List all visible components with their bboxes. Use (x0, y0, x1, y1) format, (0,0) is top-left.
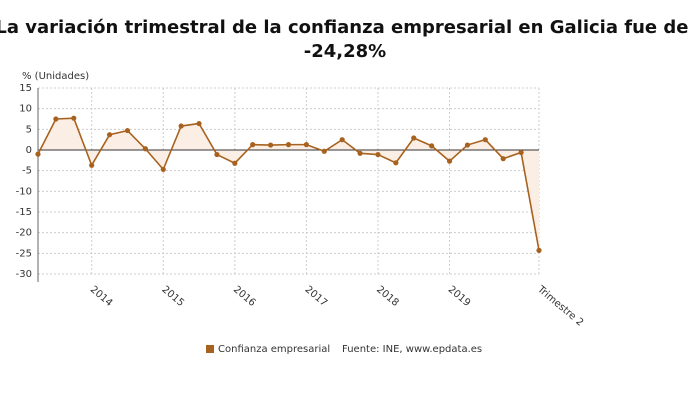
legend-label: Confianza empresarial (218, 344, 330, 355)
point (268, 142, 274, 148)
source: Fuente: INE, www.epdata.es (342, 344, 482, 355)
x-tick-label: 2016 (231, 284, 258, 309)
point (500, 156, 506, 162)
point (35, 151, 41, 157)
y-tick-label: -20 (16, 228, 32, 239)
y-tick-label: -15 (16, 207, 32, 218)
chart-title: La variación trimestral de la confianza … (0, 17, 690, 38)
point (393, 160, 399, 166)
point (178, 123, 184, 129)
point (375, 151, 381, 158)
point (214, 151, 220, 158)
point (196, 120, 202, 127)
point (142, 146, 148, 152)
point (160, 166, 166, 173)
y-tick-label: -30 (16, 269, 32, 280)
point (446, 158, 453, 164)
point (232, 160, 238, 166)
point (357, 150, 363, 156)
y-tick-label: 15 (19, 83, 32, 94)
y-tick-label: 5 (26, 124, 32, 135)
point (321, 148, 327, 154)
y-tick-label: -25 (16, 248, 32, 259)
x-tick-label: 2017 (303, 284, 330, 309)
point (339, 137, 345, 143)
point (89, 162, 95, 168)
y-axis-label: % (Unidades) (22, 71, 89, 82)
point (71, 115, 77, 121)
point (429, 143, 435, 149)
point (53, 116, 59, 122)
x-tick-label: Trimestre 2 (534, 284, 585, 329)
point (303, 142, 309, 148)
point (482, 137, 488, 143)
y-tick-label: -5 (22, 166, 32, 177)
point (124, 127, 131, 134)
point (285, 142, 292, 148)
point (518, 149, 524, 156)
x-tick-label: 2018 (374, 284, 401, 309)
x-tick-label: 2014 (88, 284, 115, 309)
point (106, 132, 113, 138)
x-tick-label: 2019 (446, 284, 473, 309)
y-tick-label: 10 (19, 104, 32, 115)
point (411, 135, 417, 141)
y-tick-label: -10 (16, 186, 32, 197)
point (464, 142, 471, 148)
area-fill (38, 118, 539, 251)
point (536, 247, 542, 253)
chart-title: -24,28% (304, 41, 386, 62)
legend-swatch (206, 345, 214, 353)
x-tick-label: 2015 (159, 284, 186, 309)
point (250, 142, 256, 148)
y-tick-label: 0 (26, 145, 32, 156)
